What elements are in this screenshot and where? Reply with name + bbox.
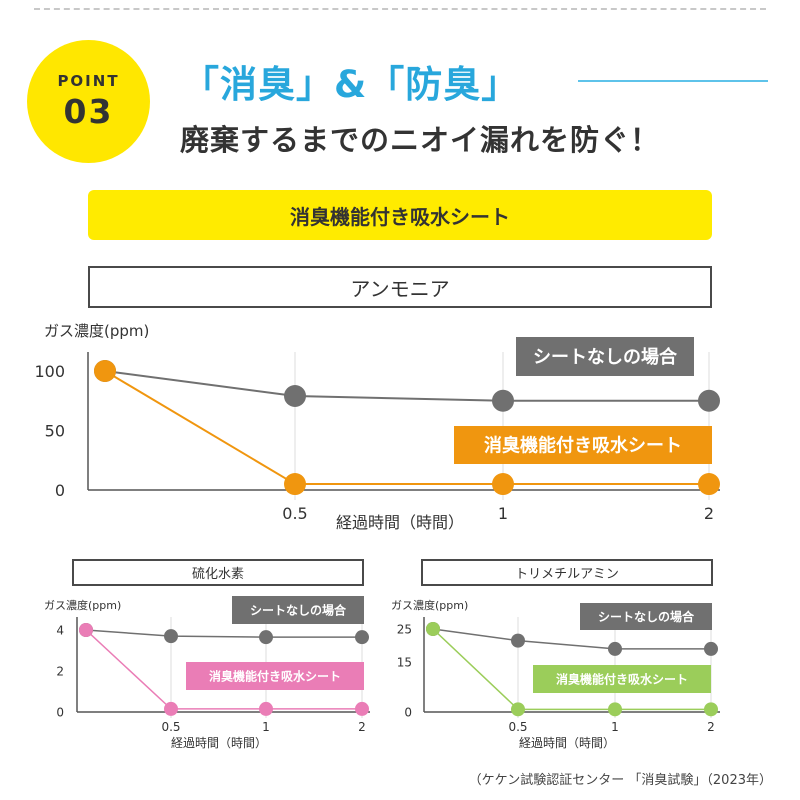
hydrogen-sulfide-legend-label-0: シートなしの場合 bbox=[250, 602, 347, 617]
trimethylamine-x-tick-label: 0.5 bbox=[508, 720, 527, 734]
trimethylamine-legend-tag-0 bbox=[580, 603, 712, 630]
ammonia-y-axis-label: ガス濃度(ppm) bbox=[44, 322, 149, 340]
hydrogen-sulfide-legend-tag-1 bbox=[186, 662, 364, 690]
chart-title-trimethylamine: トリメチルアミン bbox=[421, 559, 713, 586]
hydrogen-sulfide-x-tick-label: 0.5 bbox=[161, 720, 180, 734]
ammonia-series-line-0 bbox=[104, 370, 709, 402]
ammonia-legend-label-1: 消臭機能付き吸水シート bbox=[484, 434, 682, 456]
point-badge: POINT 03 bbox=[27, 40, 150, 163]
trimethylamine-y-tick-label: 0 bbox=[404, 705, 412, 719]
trimethylamine-y-tick-label: 25 bbox=[397, 622, 412, 636]
trimethylamine-data-point-1 bbox=[608, 702, 622, 717]
trimethylamine-y-tick-label: 15 bbox=[397, 656, 412, 670]
ammonia-data-point-1 bbox=[698, 473, 720, 496]
subheadline: 廃棄するまでのニオイ漏れを防ぐ！ bbox=[180, 123, 661, 157]
ammonia-legend-label-0: シートなしの場合 bbox=[533, 346, 678, 368]
hydrogen-sulfide-data-point-1 bbox=[355, 701, 369, 716]
ammonia-data-point-0 bbox=[284, 384, 306, 407]
chart-title-hydrogen-sulfide: 硫化水素 bbox=[72, 559, 364, 586]
hydrogen-sulfide-x-axis-label: 経過時間（時間） bbox=[171, 736, 267, 750]
ammonia-data-point-0 bbox=[492, 389, 514, 412]
hydrogen-sulfide-y-tick-label: 2 bbox=[56, 664, 64, 678]
product-banner: 消臭機能付き吸水シート bbox=[88, 190, 712, 240]
source-note: （ケケン試験認証センター 「消臭試験」（2023年） bbox=[468, 773, 772, 788]
ammonia-x-axis-label: 経過時間（時間） bbox=[336, 513, 464, 532]
ammonia-data-point-0 bbox=[698, 389, 720, 412]
hydrogen-sulfide-data-point-1 bbox=[79, 623, 93, 637]
trimethylamine-y-axis-label: ガス濃度(ppm) bbox=[391, 598, 468, 612]
ammonia-x-tick-label: 1 bbox=[498, 504, 508, 523]
hydrogen-sulfide-data-point-1 bbox=[164, 701, 178, 716]
trimethylamine-data-point-1 bbox=[704, 702, 718, 717]
hydrogen-sulfide-data-point-0 bbox=[355, 630, 369, 645]
point-label: POINT bbox=[57, 72, 120, 90]
trimethylamine-x-axis-label: 経過時間（時間） bbox=[519, 736, 615, 750]
hydrogen-sulfide-x-tick-label: 1 bbox=[262, 720, 270, 734]
ammonia-legend-tag-0 bbox=[516, 337, 694, 376]
hydrogen-sulfide-series-line-0 bbox=[85, 629, 362, 638]
top-dashed-divider bbox=[34, 8, 766, 10]
hydrogen-sulfide-legend-tag-0 bbox=[232, 596, 364, 624]
trimethylamine-legend-tag-1 bbox=[533, 665, 711, 693]
ammonia-y-tick-label: 100 bbox=[34, 362, 65, 381]
trimethylamine-x-tick-label: 2 bbox=[707, 720, 715, 734]
headline-rule bbox=[578, 80, 768, 82]
ammonia-series-line-1 bbox=[104, 370, 709, 486]
headline: 「消臭」&「防臭」 bbox=[182, 63, 520, 106]
trimethylamine-x-tick-label: 1 bbox=[611, 720, 619, 734]
ammonia-x-tick-label: 2 bbox=[704, 504, 714, 523]
ammonia-data-point-1 bbox=[284, 473, 306, 496]
hydrogen-sulfide-x-tick-label: 2 bbox=[358, 720, 366, 734]
trimethylamine-data-point-1 bbox=[426, 622, 440, 636]
hydrogen-sulfide-series-line-1 bbox=[85, 629, 362, 710]
ammonia-y-tick-label: 50 bbox=[45, 421, 65, 440]
trimethylamine-series-line-0 bbox=[432, 628, 711, 650]
ammonia-y-tick-label: 0 bbox=[55, 481, 65, 500]
trimethylamine-series-line-1 bbox=[432, 628, 711, 711]
hydrogen-sulfide-y-tick-label: 0 bbox=[56, 705, 64, 719]
trimethylamine-data-point-0 bbox=[608, 641, 622, 656]
trimethylamine-data-point-1 bbox=[511, 702, 525, 717]
hydrogen-sulfide-data-point-1 bbox=[259, 701, 273, 716]
ammonia-data-point-1 bbox=[94, 360, 116, 382]
ammonia-x-tick-label: 0.5 bbox=[282, 504, 307, 523]
hydrogen-sulfide-data-point-0 bbox=[259, 630, 273, 645]
trimethylamine-legend-label-0: シートなしの場合 bbox=[598, 609, 695, 624]
ammonia-legend-tag-1 bbox=[454, 426, 712, 464]
hydrogen-sulfide-legend-label-1: 消臭機能付き吸水シート bbox=[209, 668, 341, 683]
hydrogen-sulfide-y-axis-label: ガス濃度(ppm) bbox=[44, 598, 121, 612]
hydrogen-sulfide-data-point-0 bbox=[164, 629, 178, 644]
trimethylamine-data-point-0 bbox=[704, 641, 718, 656]
chart-title-ammonia: アンモニア bbox=[88, 266, 712, 308]
trimethylamine-data-point-0 bbox=[511, 633, 525, 648]
trimethylamine-legend-label-1: 消臭機能付き吸水シート bbox=[556, 671, 688, 686]
point-number: 03 bbox=[63, 92, 114, 131]
ammonia-data-point-1 bbox=[492, 473, 514, 496]
hydrogen-sulfide-y-tick-label: 4 bbox=[56, 623, 64, 637]
